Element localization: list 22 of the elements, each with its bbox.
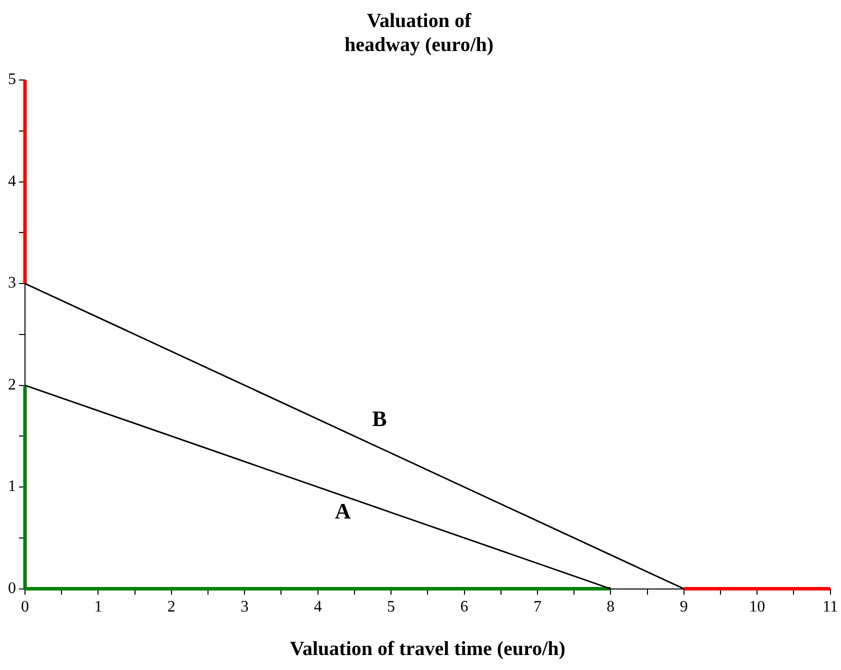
series-label: A xyxy=(334,498,351,524)
x-tick-label: 3 xyxy=(240,598,249,616)
x-tick-label: 11 xyxy=(822,598,838,616)
x-tick-label: 6 xyxy=(460,598,468,616)
x-tick-label: 9 xyxy=(680,598,688,616)
y-tick-label: 2 xyxy=(8,376,16,394)
y-tick-label: 0 xyxy=(8,580,16,598)
x-tick-label: 0 xyxy=(21,598,29,616)
y-tick-label: 1 xyxy=(8,478,16,496)
x-tick-label: 4 xyxy=(314,598,322,616)
series-label: B xyxy=(372,406,388,431)
chart-title: Valuation of headway (euro/h) xyxy=(344,10,494,56)
y-tick-label: 5 xyxy=(8,71,16,88)
y-tick-label: 4 xyxy=(8,172,16,190)
x-tick-label: 10 xyxy=(749,598,766,616)
x-tick-label: 5 xyxy=(387,598,396,616)
y-tick-label: 3 xyxy=(8,274,16,292)
x-tick-label: 2 xyxy=(167,598,176,616)
x-tick-label: 8 xyxy=(606,598,615,616)
x-tick-label: 7 xyxy=(533,598,542,616)
x-axis-title: Valuation of travel time (euro/h) xyxy=(290,638,566,660)
x-tick-label: 1 xyxy=(94,598,102,616)
